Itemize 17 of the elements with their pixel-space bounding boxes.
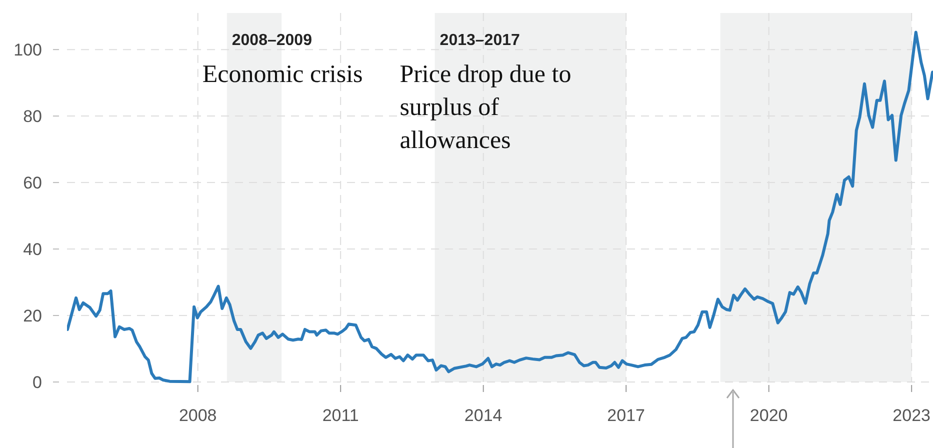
y-tick-label: 80 [23,107,42,126]
x-tick-label: 2023 [892,406,930,425]
band-label: 2013–2017 [440,32,520,49]
annotation: Price drop due to surplus of allowances [400,61,572,154]
x-tick-label: 2011 [322,406,359,425]
annotation: Economic crisis [202,61,363,88]
band-label: 2008–2009 [232,32,312,49]
y-tick-label: 20 [23,306,42,326]
x-tick-label: 2020 [750,406,788,425]
y-tick-label: 100 [14,40,42,60]
x-tick-label: 2008 [178,406,217,425]
x-tick-label: 2014 [464,406,502,425]
y-tick-label: 40 [23,240,42,259]
line-series [67,30,933,384]
y-tick-label: 0 [32,372,42,392]
y-tick-label: 60 [23,173,42,192]
x-tick-label: 2017 [607,406,646,425]
